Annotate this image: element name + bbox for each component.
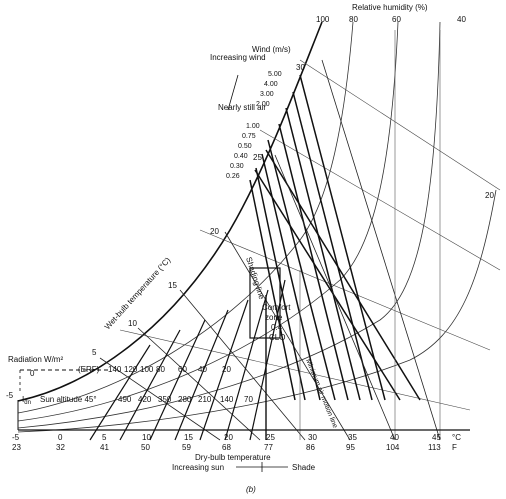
wind-increasing: Increasing wind	[210, 53, 266, 62]
svg-text:40: 40	[198, 365, 207, 374]
wb-15: 15	[168, 281, 177, 290]
radiation-upper-labels: 140 120 100 80 60 40 20	[108, 365, 231, 374]
svg-text:35: 35	[348, 433, 357, 442]
svg-text:45: 45	[432, 433, 441, 442]
svg-text:5: 5	[102, 433, 107, 442]
wb-0: 0	[30, 369, 35, 378]
svg-text:280: 280	[178, 395, 192, 404]
saturation-curve	[17, 21, 323, 402]
wind-5: 5.00	[268, 71, 282, 78]
svg-text:0: 0	[58, 433, 63, 442]
svg-text:140: 140	[220, 395, 234, 404]
comfort-2: zone	[265, 313, 283, 322]
svg-text:350: 350	[158, 395, 172, 404]
svg-text:32: 32	[56, 443, 65, 452]
svg-text:30: 30	[308, 433, 317, 442]
rh-right-20: 20	[485, 191, 494, 200]
rh-tick-60: 60	[392, 15, 401, 24]
svg-text:41: 41	[100, 443, 109, 452]
svg-text:25: 25	[266, 433, 275, 442]
svg-text:140: 140	[108, 365, 122, 374]
rh-tick-80: 80	[349, 15, 358, 24]
svg-text:68: 68	[222, 443, 231, 452]
svg-text:60: 60	[178, 365, 187, 374]
svg-text:59: 59	[182, 443, 191, 452]
rh-title: Relative humidity (%)	[352, 3, 428, 12]
svg-text:10: 10	[142, 433, 151, 442]
svg-text:40: 40	[390, 433, 399, 442]
svg-text:°C: °C	[452, 433, 461, 442]
figure-label: (b)	[246, 485, 256, 494]
wb-5: 5	[92, 348, 97, 357]
svg-text:70: 70	[244, 395, 253, 404]
dry-bulb-title: Dry-bulb temperature	[195, 453, 271, 462]
svg-text:120: 120	[124, 365, 138, 374]
guide-lines	[119, 59, 501, 411]
svg-text:210: 210	[198, 395, 212, 404]
wind-1: 1.00	[246, 123, 260, 130]
wb-25: 25	[253, 153, 262, 162]
svg-text:95: 95	[346, 443, 355, 452]
rh-tick-100: 100	[316, 15, 330, 24]
dry-bulb-fahrenheit: 23 32 41 50 59 68 77 86 95 104 113 F	[12, 443, 457, 452]
wind-075: 0.75	[242, 133, 256, 140]
wb-30: 30	[296, 63, 305, 72]
wb-20: 20	[210, 227, 219, 236]
svg-text:113: 113	[428, 443, 441, 452]
svg-text:86: 86	[306, 443, 315, 452]
svg-text:104: 104	[386, 443, 400, 452]
wind-still: Nearly still air	[218, 103, 266, 112]
increasing-sun: Increasing sun	[172, 463, 224, 472]
radiation-lines	[89, 279, 286, 441]
svg-text:15: 15	[184, 433, 193, 442]
wind-arrow	[227, 74, 239, 111]
wind-050: 0.50	[238, 143, 252, 150]
svg-text:20: 20	[222, 365, 231, 374]
relative-humidity-curves	[17, 21, 497, 433]
wb-minus5: -5	[6, 391, 14, 400]
svg-text:F: F	[452, 443, 457, 452]
wind-4: 4.00	[264, 81, 278, 88]
wind-title: Wind (m/s)	[252, 45, 291, 54]
wind-2: 2.00	[256, 101, 270, 108]
comfort-1: Comfort	[262, 303, 291, 312]
svg-text:50: 50	[141, 443, 150, 452]
erf-label: (ERF)	[78, 365, 100, 374]
comfort-4: CLO	[269, 333, 285, 342]
comfort-3: 0.4	[271, 323, 283, 332]
dry-bulb-celsius: -5 0 5 10 15 20 25 30 35 40 45 °C	[12, 433, 461, 442]
shade-label: Shade	[292, 463, 316, 472]
wind-040: 0.40	[234, 153, 248, 160]
wind-030: 0.30	[230, 163, 244, 170]
rh-tick-40: 40	[457, 15, 466, 24]
wind-lines	[249, 74, 421, 401]
wb-10: 10	[128, 319, 137, 328]
wb-title: Wet-bulb temperature (°C)	[103, 255, 173, 331]
svg-text:80: 80	[156, 365, 165, 374]
shading-line-label: Shading line	[244, 256, 266, 301]
svg-text:20: 20	[224, 433, 233, 442]
radiation-label: Radiation W/m²	[8, 355, 63, 364]
dry-bulb-verticals	[299, 30, 441, 440]
wind-026: 0.26	[226, 173, 240, 180]
idn-label: Idn	[22, 395, 31, 406]
sun-altitude-label: Sun altitude 45°	[40, 395, 97, 404]
svg-text:420: 420	[138, 395, 152, 404]
svg-text:23: 23	[12, 443, 21, 452]
svg-text:77: 77	[264, 443, 273, 452]
wind-3: 3.00	[260, 91, 274, 98]
radiation-lower-labels: 490 420 350 280 210 140 70	[118, 395, 253, 404]
svg-text:100: 100	[140, 365, 154, 374]
svg-text:490: 490	[118, 395, 132, 404]
wet-bulb-lines	[99, 59, 441, 441]
svg-text:-5: -5	[12, 433, 20, 442]
comfort-zone-box	[249, 267, 281, 339]
